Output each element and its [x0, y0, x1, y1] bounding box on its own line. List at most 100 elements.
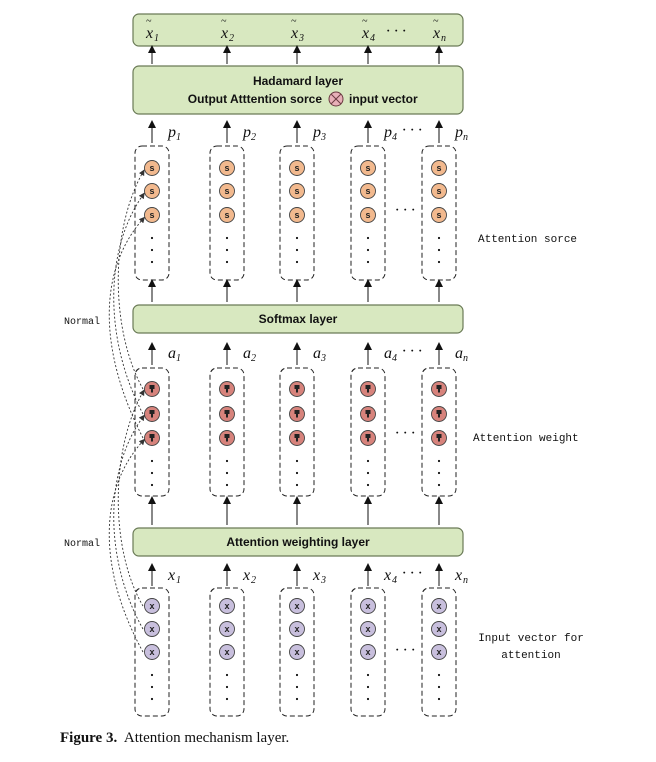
input-node-letter: x: [365, 624, 370, 634]
score-node: s: [219, 207, 235, 223]
score-node: s: [360, 160, 376, 176]
weight-glyph: [365, 410, 371, 414]
vertical-dot: [150, 685, 154, 689]
weight-node: [144, 406, 160, 422]
input-node: x: [219, 644, 235, 660]
input-var-subscript: 4: [392, 575, 397, 586]
score-node: s: [219, 183, 235, 199]
vertical-dot: [437, 673, 441, 677]
hadamard-line2-before: Output Atttention sorce: [188, 92, 323, 106]
input-node-letter: x: [436, 601, 441, 611]
curve-weight-to-score-2: [113, 192, 145, 415]
weight-glyph: [149, 410, 155, 414]
vertical-dot: [437, 697, 441, 701]
input-node: x: [289, 598, 305, 614]
score-node-letter: s: [436, 163, 441, 173]
vertical-dot: [225, 236, 229, 240]
input-var-subscript: 1: [176, 575, 181, 586]
normal-connection-curves: [108, 169, 146, 653]
vertical-dot: [225, 697, 229, 701]
weight-node: [144, 381, 160, 397]
score-node: s: [289, 207, 305, 223]
weight-node: [289, 430, 305, 446]
score-node-letter: s: [224, 186, 229, 196]
normal-label-lower: Normal: [64, 538, 100, 550]
vertical-dot: [225, 471, 229, 475]
input-var-ellipsis: · · ·: [402, 565, 422, 582]
vertical-dot: [150, 483, 154, 487]
vertical-dot: [150, 697, 154, 701]
weight-var-symbol: a: [243, 345, 251, 362]
flow-arrows: [148, 45, 443, 586]
weight-var-subscript: 4: [392, 353, 397, 364]
input-node-letter: x: [294, 647, 299, 657]
input-node: x: [431, 644, 447, 660]
weight-var-symbol: a: [455, 345, 463, 362]
input-node-letter: x: [436, 647, 441, 657]
score-column-box: [279, 145, 315, 281]
input-var-symbol: x: [312, 567, 320, 584]
weight-node: [360, 430, 376, 446]
weight-var-subscript: 2: [251, 353, 256, 364]
curve-weight-to-score-3: [108, 216, 145, 439]
weight-column-5: [421, 367, 457, 497]
output-var-tilde: ~: [146, 16, 152, 27]
weight-column-box: [421, 367, 457, 497]
vertical-dot: [437, 471, 441, 475]
input-node: x: [431, 598, 447, 614]
vertical-dot: [225, 459, 229, 463]
score-column-2: s s s: [209, 145, 245, 281]
output-var-tilde: ~: [362, 16, 368, 27]
input-node: x: [219, 621, 235, 637]
normal-label-upper: Normal: [64, 316, 100, 328]
vertical-dot: [225, 483, 229, 487]
weight-column-ellipsis: · · ·: [395, 425, 415, 442]
output-var-symbol: x: [361, 25, 369, 42]
vertical-dot: [150, 236, 154, 240]
score-var-subscript: n: [463, 132, 468, 143]
score-node-letter: s: [294, 163, 299, 173]
weight-glyph: [436, 385, 442, 389]
weight-glyph: [224, 434, 230, 438]
output-ellipsis: · · ·: [386, 23, 406, 40]
score-node-letter: s: [224, 163, 229, 173]
vertical-dot: [437, 236, 441, 240]
score-node: s: [431, 160, 447, 176]
weight-glyph: [436, 410, 442, 414]
weight-node: [219, 430, 235, 446]
output-var-4: x 4~: [361, 16, 375, 44]
weight-node: [219, 381, 235, 397]
curve-input-to-weight-2: [113, 414, 145, 630]
output-var-subscript: 1: [154, 33, 159, 44]
score-node: s: [144, 207, 160, 223]
score-column-box: [350, 145, 386, 281]
weight-glyph: [365, 434, 371, 438]
vertical-dot: [437, 685, 441, 689]
input-node: x: [144, 644, 160, 660]
input-var-symbol: x: [383, 567, 391, 584]
vertical-dot: [150, 471, 154, 475]
weighting-layer-title: Attention weighting layer: [226, 535, 370, 549]
vertical-dot: [366, 248, 370, 252]
vertical-dot: [366, 236, 370, 240]
input-node-letter: x: [149, 624, 154, 634]
input-node: x: [144, 598, 160, 614]
curve-input-to-weight-1: [117, 389, 145, 607]
input-node-letter: x: [294, 601, 299, 611]
input-column-box: [350, 587, 386, 717]
input-vector-label-line1: Input vector for: [478, 633, 584, 645]
vertical-dot: [295, 673, 299, 677]
output-var-2: x 2~: [220, 16, 234, 44]
score-var-subscript: 1: [176, 132, 181, 143]
input-var-symbol: x: [242, 567, 250, 584]
score-node: s: [144, 160, 160, 176]
weight-node: [360, 406, 376, 422]
